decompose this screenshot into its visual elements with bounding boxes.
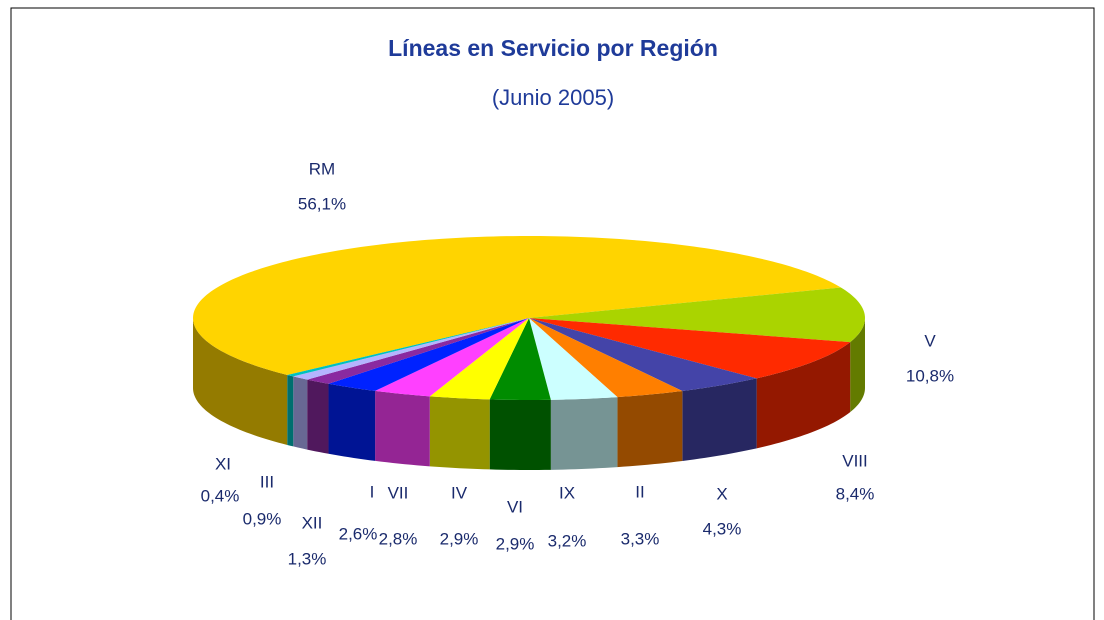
slice bbox=[287, 318, 529, 377]
slice-label: VII bbox=[388, 483, 409, 502]
slice-label: IV bbox=[451, 483, 468, 502]
slice bbox=[529, 318, 618, 400]
slice-value-label: 1,3% bbox=[288, 549, 327, 568]
slice-side bbox=[550, 397, 618, 470]
slice bbox=[328, 318, 529, 391]
slice-label: X bbox=[716, 484, 727, 503]
slice bbox=[529, 318, 757, 391]
slice bbox=[529, 318, 851, 379]
slice bbox=[193, 236, 841, 375]
slice-side bbox=[489, 399, 551, 470]
slice-label: III bbox=[260, 472, 274, 491]
slice bbox=[529, 287, 865, 343]
slice-value-label: 2,9% bbox=[440, 529, 479, 548]
slice-side bbox=[756, 342, 851, 449]
slice-label: RM bbox=[309, 159, 335, 178]
slice-side bbox=[287, 374, 294, 447]
slice-label: VIII bbox=[842, 451, 868, 470]
chart-frame bbox=[10, 7, 1095, 620]
slice-value-label: 0,4% bbox=[201, 486, 240, 505]
slice-value-label: 2,6% bbox=[339, 524, 378, 543]
slice-value-label: 2,8% bbox=[379, 529, 418, 548]
slice-side bbox=[293, 376, 308, 450]
slice-label: VI bbox=[507, 497, 523, 516]
slice-value-label: 56,1% bbox=[298, 194, 346, 213]
slice-label: XII bbox=[302, 513, 323, 532]
slice-side bbox=[375, 390, 430, 467]
slice-label: XI bbox=[215, 454, 231, 473]
slice-label: IX bbox=[559, 483, 575, 502]
chart-title: Líneas en Servicio por Región bbox=[388, 35, 718, 61]
slice-value-label: 3,2% bbox=[548, 531, 587, 550]
slice-value-label: 0,9% bbox=[243, 509, 282, 528]
slice bbox=[307, 318, 529, 384]
slice-value-label: 10,8% bbox=[906, 366, 954, 385]
slice-value-label: 2,9% bbox=[496, 534, 535, 553]
slice-label: I bbox=[370, 482, 375, 501]
slice-side bbox=[307, 379, 329, 454]
slice-value-label: 8,4% bbox=[836, 484, 875, 503]
slice bbox=[489, 318, 551, 400]
slice bbox=[375, 318, 529, 397]
slice-side bbox=[193, 318, 288, 445]
slice-value-label: 4,3% bbox=[703, 519, 742, 538]
slice-label: V bbox=[924, 331, 936, 350]
slice-side bbox=[682, 378, 757, 461]
slice-label: II bbox=[635, 482, 644, 501]
slice bbox=[529, 318, 683, 398]
slice-side bbox=[328, 383, 376, 461]
slice bbox=[293, 318, 529, 380]
slice-side bbox=[617, 390, 683, 468]
chart-subtitle: (Junio 2005) bbox=[492, 85, 614, 110]
slice bbox=[429, 318, 529, 400]
slice-side bbox=[429, 396, 490, 470]
slice-side bbox=[850, 318, 865, 413]
slice-value-label: 3,3% bbox=[621, 529, 660, 548]
